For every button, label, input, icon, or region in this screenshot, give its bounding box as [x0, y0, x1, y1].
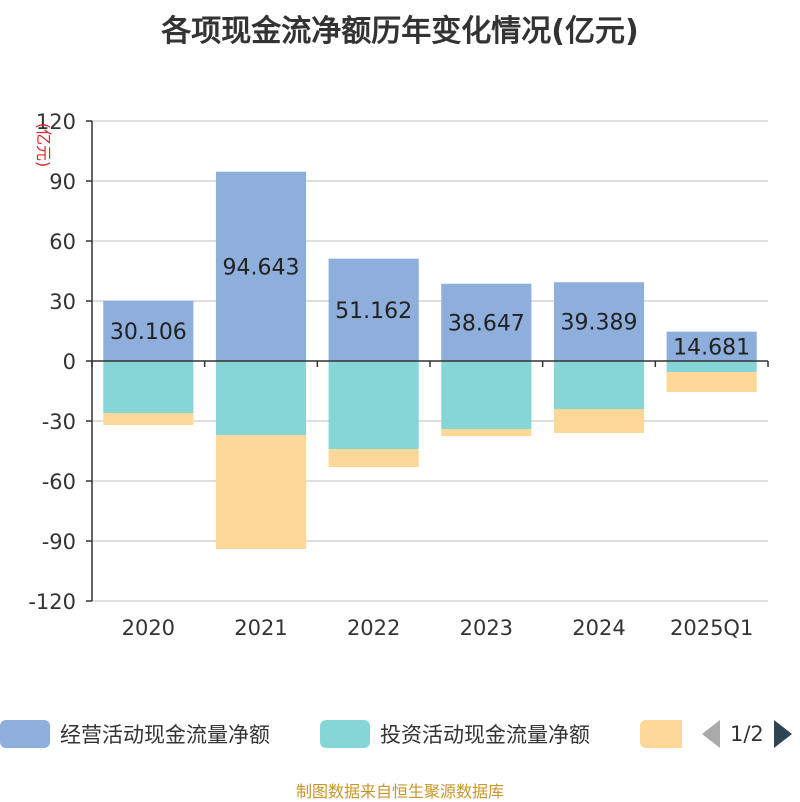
chart-area: 120 90 60 30 0 -30 -60 -90 -120 2020 2021 2022 2023 2… [28, 110, 769, 640]
y-tick-label: -30 [42, 410, 76, 434]
legend-item-investing[interactable]: 投资活动现金流量净额 [320, 712, 590, 756]
bar-series2-2025Q1[interactable] [666, 372, 757, 392]
data-label: 30.106 [110, 320, 187, 345]
x-tick-label: 2022 [347, 616, 400, 640]
axes: 120 90 60 30 0 -30 -60 -90 -120 2020 2021 2022 2023 2… [28, 110, 769, 640]
bar-series2-2023[interactable] [441, 429, 532, 436]
legend-pager: 1/2 [702, 712, 792, 756]
y-tick-label: 120 [36, 110, 76, 134]
bar-series1-2022[interactable] [328, 361, 419, 449]
legend-swatch-investing [320, 720, 370, 748]
legend: 经营活动现金流量净额 投资活动现金流量净额 1/2 [0, 712, 800, 756]
legend-swatch-operating [0, 720, 50, 748]
bar-series0-2020[interactable] [103, 300, 194, 361]
labels: 30.106 94.643 51.162 38.647 39.389 14.681 [110, 255, 750, 360]
legend-next-page-icon[interactable] [773, 720, 792, 748]
x-tick-label: 2024 [572, 616, 625, 640]
y-tick-label: 90 [49, 170, 76, 194]
y-tick-label: -120 [28, 590, 76, 614]
data-label: 51.162 [335, 299, 412, 324]
bar-series2-2021[interactable] [215, 435, 307, 549]
x-tick-label: 2020 [122, 616, 175, 640]
legend-prev-page-icon[interactable] [702, 720, 720, 748]
legend-item-operating[interactable]: 经营活动现金流量净额 [0, 712, 270, 756]
y-tick-label: 60 [49, 230, 76, 254]
bar-series0-2024[interactable] [553, 282, 645, 361]
bar-series1-2023[interactable] [441, 361, 532, 429]
x-tick-label: 2025Q1 [670, 616, 753, 640]
bar-series0-2022[interactable] [328, 258, 419, 361]
bar-series1-2020[interactable] [103, 361, 194, 413]
grid-lines [92, 120, 768, 602]
bar-series0-2021[interactable] [215, 171, 307, 361]
y-tick-label: -90 [42, 530, 76, 554]
y-axis-unit-label: (亿元) [34, 123, 53, 168]
bar-series1-2025Q1[interactable] [666, 361, 757, 372]
y-tick-label: 30 [49, 290, 76, 314]
data-label: 14.681 [673, 335, 750, 360]
bar-series2-2020[interactable] [103, 413, 194, 425]
data-label: 38.647 [448, 311, 525, 336]
bar-series2-2022[interactable] [328, 449, 419, 467]
legend-label-investing: 投资活动现金流量净额 [380, 723, 590, 747]
data-label: 94.643 [223, 255, 300, 280]
y-tick-label: 0 [63, 350, 76, 374]
bars [103, 171, 757, 549]
bar-series0-2023[interactable] [441, 283, 532, 361]
bar-series1-2024[interactable] [553, 361, 645, 409]
bar-series2-2024[interactable] [553, 409, 645, 433]
data-label: 39.389 [561, 311, 638, 336]
legend-swatch-financing [640, 720, 682, 748]
bar-series0-2025Q1[interactable] [666, 331, 757, 361]
chart-title: 各项现金流净额历年变化情况(亿元) [161, 14, 639, 49]
data-source-note: 制图数据来自恒生聚源数据库 [295, 782, 504, 801]
bar-series1-2021[interactable] [215, 361, 307, 435]
legend-item-financing[interactable] [640, 712, 692, 756]
legend-page-indicator: 1/2 [730, 722, 764, 746]
x-tick-label: 2021 [234, 616, 287, 640]
y-tick-label: -60 [42, 470, 76, 494]
legend-label-operating: 经营活动现金流量净额 [60, 723, 270, 747]
x-tick-label: 2023 [460, 616, 513, 640]
